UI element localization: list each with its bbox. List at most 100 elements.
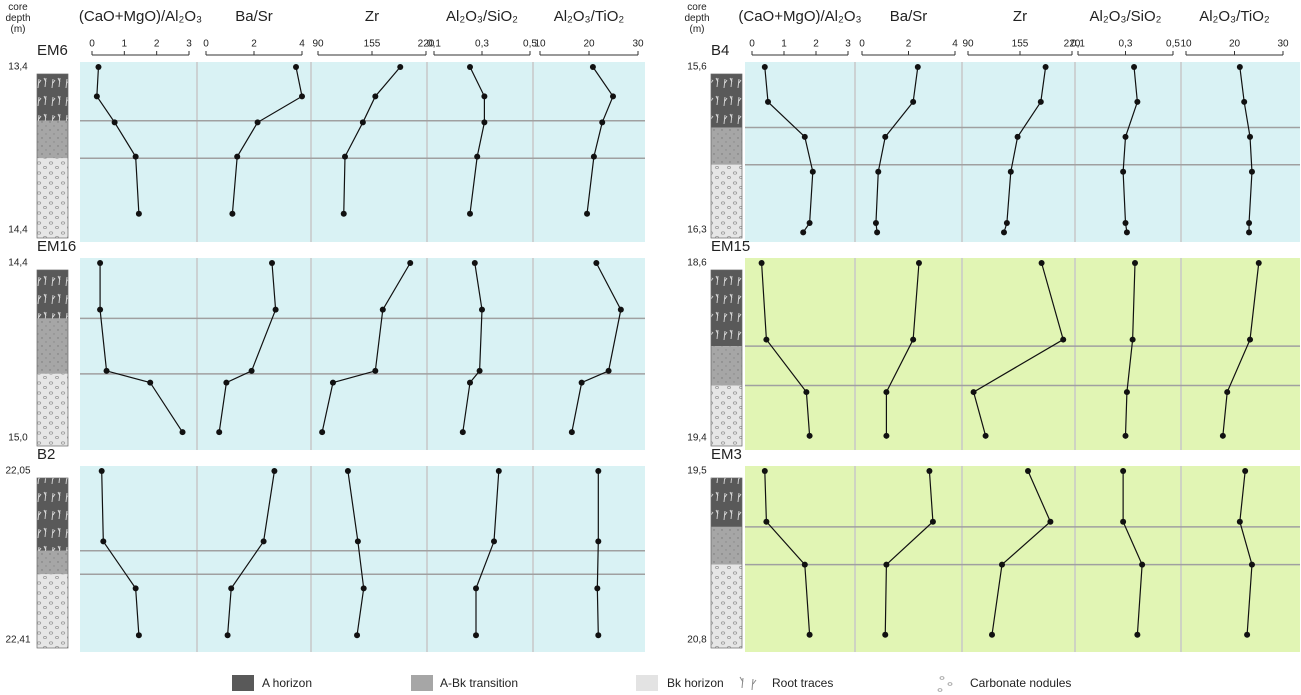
core-panel <box>745 466 1300 652</box>
x-tick-label: 20 <box>1229 39 1241 50</box>
bk-horizon <box>37 158 68 238</box>
data-point <box>926 468 932 474</box>
transition-horizon <box>37 551 68 574</box>
a-horizon <box>37 270 68 318</box>
y-tick-label: 16,3 <box>687 225 707 236</box>
data-point <box>299 93 305 99</box>
data-point <box>983 433 989 439</box>
data-point <box>882 632 888 638</box>
y-tick-label: 19,5 <box>687 466 707 477</box>
data-point <box>595 538 601 544</box>
data-point <box>1130 337 1136 343</box>
y-tick-label: 15,0 <box>8 433 28 444</box>
data-point <box>618 307 624 313</box>
data-point <box>1123 220 1129 226</box>
data-point <box>579 380 585 386</box>
x-tick-label: 90 <box>312 39 324 50</box>
data-point <box>99 468 105 474</box>
y-tick-label: 13,4 <box>8 62 28 73</box>
data-point <box>112 119 118 125</box>
x-tick-label: 4 <box>299 39 305 50</box>
x-tick-label: 0,1 <box>1071 39 1085 50</box>
data-point <box>472 260 478 266</box>
legend-label: A-Bk transition <box>440 676 518 690</box>
data-point <box>1120 519 1126 525</box>
data-point <box>1025 468 1031 474</box>
variable-name: Al₂O₃/SiO₂ <box>1090 8 1162 25</box>
variable-name: Ba/Sr <box>235 8 273 25</box>
data-point <box>1256 260 1262 266</box>
data-point <box>883 433 889 439</box>
data-point <box>606 368 612 374</box>
data-point <box>1047 519 1053 525</box>
bk-horizon <box>711 386 742 447</box>
a-horizon <box>37 74 68 121</box>
y-tick-label: 14,4 <box>8 225 28 236</box>
x-tick-label: 30 <box>1277 39 1289 50</box>
data-point <box>989 632 995 638</box>
data-point <box>491 538 497 544</box>
data-point <box>1247 337 1253 343</box>
x-tick-label: 20 <box>583 39 595 50</box>
legend-icon <box>938 677 952 692</box>
data-point <box>569 429 575 435</box>
figure: core depth (m)(CaO+MgO)/Al₂O₃0123Ba/Sr02… <box>0 0 1301 695</box>
data-point <box>1124 389 1130 395</box>
data-point <box>765 99 771 105</box>
x-tick-label: 2 <box>154 39 160 50</box>
data-point <box>1249 562 1255 568</box>
transition-horizon <box>711 128 742 165</box>
data-point <box>930 519 936 525</box>
data-point <box>910 99 916 105</box>
y-axis-label: core depth (m) <box>0 2 36 35</box>
data-point <box>874 229 880 235</box>
data-point <box>1241 99 1247 105</box>
data-point <box>1249 169 1255 175</box>
data-point <box>229 211 235 217</box>
data-point <box>1004 220 1010 226</box>
data-point <box>1060 337 1066 343</box>
data-point <box>803 389 809 395</box>
data-point <box>1134 99 1140 105</box>
x-tick-label: 2 <box>813 39 819 50</box>
data-point <box>481 93 487 99</box>
y-tick-label: 22,41 <box>5 635 30 646</box>
data-point <box>341 211 347 217</box>
data-point <box>1237 64 1243 70</box>
data-point <box>380 307 386 313</box>
data-point <box>1134 632 1140 638</box>
data-point <box>1124 229 1130 235</box>
data-point <box>467 211 473 217</box>
core-name: EM15 <box>711 238 750 255</box>
data-point <box>916 260 922 266</box>
variable-name: Zr <box>1013 8 1027 25</box>
core-panel <box>80 62 645 242</box>
data-point <box>1008 169 1014 175</box>
a-horizon <box>37 478 68 551</box>
x-tick-label: 4 <box>952 39 958 50</box>
data-point <box>354 632 360 638</box>
x-tick-label: 10 <box>1180 39 1192 50</box>
data-point <box>147 380 153 386</box>
data-point <box>800 229 806 235</box>
data-point <box>763 337 769 343</box>
legend-label: Root traces <box>772 676 833 690</box>
data-point <box>477 368 483 374</box>
x-tick-label: 0 <box>89 39 95 50</box>
transition-horizon <box>37 121 68 158</box>
data-point <box>397 64 403 70</box>
a-horizon <box>711 270 742 346</box>
data-point <box>1247 134 1253 140</box>
data-point <box>593 260 599 266</box>
data-point <box>1001 229 1007 235</box>
core-panel <box>80 466 645 652</box>
x-tick-label: 0 <box>749 39 755 50</box>
legend-swatch <box>232 675 254 691</box>
x-tick-label: 155 <box>364 39 381 50</box>
x-tick-label: 0,1 <box>427 39 441 50</box>
data-point <box>1220 433 1226 439</box>
data-point <box>762 468 768 474</box>
x-tick-label: 90 <box>962 39 974 50</box>
data-point <box>100 538 106 544</box>
y-tick-label: 14,4 <box>8 258 28 269</box>
